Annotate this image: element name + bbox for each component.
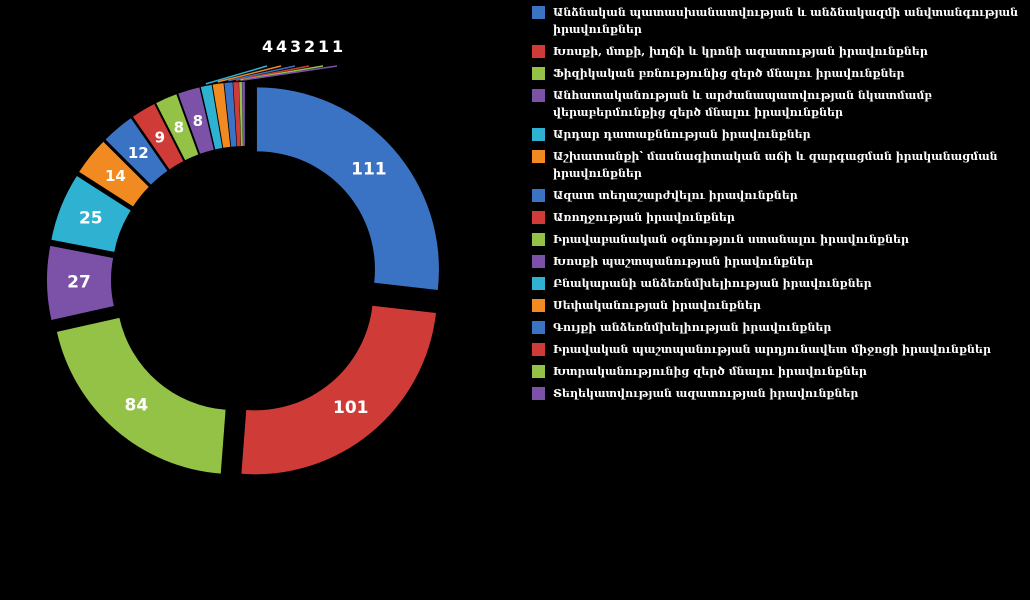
donut-slice-4 bbox=[47, 245, 114, 320]
legend-label-16: Տեղեկատվության ազատության իրավունքներ bbox=[553, 387, 859, 400]
legend-item-14: Իրավական պաշտպանության արդյունավետ միջոց… bbox=[532, 341, 1022, 358]
slice-value-label-14: 2 bbox=[304, 37, 315, 56]
legend-item-8: Առողջության իրավունքներ bbox=[532, 209, 1022, 226]
slice-value-label-8: 9 bbox=[155, 129, 165, 147]
legend-item-2: Խոսքի, մտքի, խղճի և կրոնի ազատության իրա… bbox=[532, 43, 1022, 60]
legend-label-9: Իրավաբանական օգնություն ստանալու իրավուն… bbox=[553, 233, 909, 246]
legend-swatch-6 bbox=[532, 150, 545, 163]
slice-value-label-12: 4 bbox=[276, 37, 287, 56]
legend-swatch-13 bbox=[532, 321, 545, 334]
legend-swatch-12 bbox=[532, 299, 545, 312]
legend-label-14: Իրավական պաշտպանության արդյունավետ միջոց… bbox=[553, 343, 991, 356]
legend-label-11: Բնակարանի անձեռնմխելիության իրավունքներ bbox=[553, 277, 872, 290]
legend-label-5: Արդար դատաքննության իրավունքներ bbox=[553, 128, 811, 141]
legend-swatch-14 bbox=[532, 343, 545, 356]
legend-swatch-9 bbox=[532, 233, 545, 246]
slice-value-label-11: 4 bbox=[262, 37, 273, 56]
donut-slice-8 bbox=[132, 104, 184, 170]
legend-item-10: Խոսքի պաշտպանության իրավունքներ bbox=[532, 253, 1022, 270]
legend-swatch-5 bbox=[532, 128, 545, 141]
leader-line-13 bbox=[228, 65, 296, 82]
slice-value-label-15: 1 bbox=[318, 37, 329, 56]
slice-value-label-5: 25 bbox=[79, 209, 103, 229]
legend-item-13: Գույքի անձեռնմխելիության իրավունքներ bbox=[532, 319, 1022, 336]
legend-label-12: Սեփականության իրավունքներ bbox=[553, 299, 761, 312]
slice-value-label-1: 111 bbox=[351, 159, 387, 179]
legend-label-2: Խոսքի, մտքի, խղճի և կրոնի ազատության իրա… bbox=[553, 45, 928, 58]
legend-swatch-8 bbox=[532, 211, 545, 224]
legend-swatch-4 bbox=[532, 89, 545, 102]
legend-swatch-16 bbox=[532, 387, 545, 400]
legend-swatch-10 bbox=[532, 255, 545, 268]
legend: Անձնական պատասխանատվության և անձնակազմի … bbox=[532, 4, 1022, 407]
legend-swatch-1 bbox=[532, 6, 545, 19]
legend-swatch-15 bbox=[532, 365, 545, 378]
slice-value-label-16: 1 bbox=[332, 37, 343, 56]
leader-line-14 bbox=[235, 65, 310, 81]
donut-slice-16 bbox=[242, 82, 245, 147]
legend-swatch-2 bbox=[532, 45, 545, 58]
legend-item-4: Անհատականության և արժանապատվության նկատմ… bbox=[532, 87, 1022, 121]
legend-item-3: Ֆիզիկական բռնությունից զերծ մնալու իրավո… bbox=[532, 65, 1022, 82]
legend-item-1: Անձնական պատասխանատվության և անձնակազմի … bbox=[532, 4, 1022, 38]
legend-label-7: Ազատ տեղաշարժվելու իրավունքներ bbox=[553, 189, 798, 202]
legend-label-13: Գույքի անձեռնմխելիության իրավունքներ bbox=[553, 321, 832, 334]
legend-item-16: Տեղեկատվության ազատության իրավունքներ bbox=[532, 385, 1022, 402]
donut-slice-7 bbox=[105, 118, 168, 185]
legend-swatch-11 bbox=[532, 277, 545, 290]
donut-slice-11 bbox=[200, 84, 223, 150]
legend-item-7: Ազատ տեղաշարժվելու իրավունքներ bbox=[532, 187, 1022, 204]
slice-value-label-6: 14 bbox=[105, 167, 126, 185]
legend-item-6: Աշխատանքի՝ մասնագիտական աճի և զարգացման … bbox=[532, 148, 1022, 182]
slice-value-label-3: 84 bbox=[125, 396, 149, 416]
legend-item-11: Բնակարանի անձեռնմխելիության իրավունքներ bbox=[532, 275, 1022, 292]
slice-value-label-9: 8 bbox=[174, 119, 184, 137]
legend-label-15: Խտրականությունից զերծ մնալու իրավունքներ bbox=[553, 365, 867, 378]
legend-label-6: Աշխատանքի՝ մասնագիտական աճի և զարգացման … bbox=[553, 150, 998, 180]
donut-slice-12 bbox=[212, 83, 231, 148]
donut-slice-10 bbox=[178, 87, 214, 154]
legend-item-15: Խտրականությունից զերծ մնալու իրավունքներ bbox=[532, 363, 1022, 380]
donut-slice-13 bbox=[224, 82, 237, 147]
slice-value-label-13: 3 bbox=[290, 37, 301, 56]
legend-item-9: Իրավաբանական օգնություն ստանալու իրավուն… bbox=[532, 231, 1022, 248]
slice-value-label-4: 27 bbox=[67, 273, 91, 293]
donut-slice-1 bbox=[256, 87, 439, 291]
legend-label-1: Անձնական պատասխանատվության և անձնակազմի … bbox=[553, 6, 1019, 36]
leader-line-11 bbox=[205, 65, 268, 85]
leader-line-16 bbox=[243, 65, 338, 81]
legend-swatch-3 bbox=[532, 67, 545, 80]
legend-item-12: Սեփականության իրավունքներ bbox=[532, 297, 1022, 314]
leader-line-12 bbox=[217, 65, 282, 83]
donut-slice-15 bbox=[239, 82, 243, 147]
donut-slice-5 bbox=[51, 175, 131, 252]
donut-slice-6 bbox=[79, 141, 149, 207]
legend-label-10: Խոսքի պաշտպանության իրավունքներ bbox=[553, 255, 814, 268]
donut-slice-9 bbox=[156, 94, 199, 161]
legend-item-5: Արդար դատաքննության իրավունքներ bbox=[532, 126, 1022, 143]
legend-label-4: Անհատականության և արժանապատվության նկատմ… bbox=[553, 89, 932, 119]
donut-slice-3 bbox=[56, 317, 226, 474]
donut-slice-14 bbox=[233, 82, 241, 147]
legend-label-8: Առողջության իրավունքներ bbox=[553, 211, 735, 224]
slice-value-label-7: 12 bbox=[128, 144, 149, 162]
slice-value-label-2: 101 bbox=[333, 398, 369, 418]
slice-value-label-10: 8 bbox=[193, 112, 203, 130]
legend-label-3: Ֆիզիկական բռնությունից զերծ մնալու իրավո… bbox=[553, 67, 905, 80]
donut-chart: 111 101 84 27 25 14 12 9 8 8 4 4 3 2 1 1 bbox=[47, 37, 439, 475]
legend-swatch-7 bbox=[532, 189, 545, 202]
donut-slice-2 bbox=[241, 305, 437, 475]
